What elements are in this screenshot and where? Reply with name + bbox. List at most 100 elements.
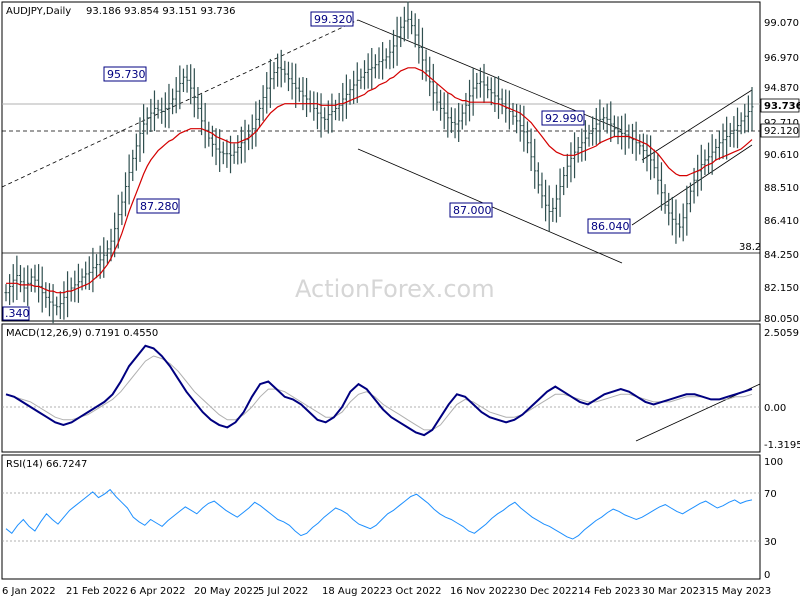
price-bar (515, 103, 519, 134)
price-bar (638, 134, 642, 155)
price-bar (290, 62, 294, 100)
price-bar (124, 172, 128, 217)
price-bar (152, 90, 156, 132)
price-bar (746, 95, 750, 133)
price-bar (750, 87, 754, 132)
price-bar (286, 61, 290, 92)
svg-text:86.040: 86.040 (591, 220, 630, 233)
price-bar (160, 97, 164, 124)
y-tick-label: 99.070 (764, 18, 799, 29)
annotation-92990: 92.990 (541, 110, 585, 126)
price-bar (736, 107, 740, 149)
price-bar (406, 1, 410, 39)
price-bar (261, 85, 265, 121)
price-bar (602, 107, 606, 130)
price-bar (649, 135, 653, 180)
price-bar (326, 100, 330, 134)
price-bar (149, 98, 153, 132)
price-bar (268, 58, 272, 108)
price-bar (667, 192, 671, 226)
price-bar (670, 196, 674, 236)
price-bar (605, 103, 609, 134)
price-bar (413, 13, 417, 48)
price-bar (547, 185, 551, 232)
price-bar (732, 116, 736, 148)
price-bar (62, 281, 66, 320)
price-bar (402, 6, 406, 42)
price-bar (156, 99, 160, 119)
price-bar (131, 149, 135, 182)
price-bar (91, 247, 95, 293)
price-bar (591, 116, 595, 146)
y-tick-label: -1.3195 (764, 440, 800, 451)
y-tick-label: 30 (764, 537, 777, 548)
price-bar (739, 112, 743, 135)
price-bar (486, 76, 490, 99)
price-bar (598, 99, 602, 144)
price-bar (674, 199, 678, 244)
price-bar (522, 105, 526, 152)
price-bar (377, 47, 381, 79)
price-bar (352, 70, 356, 104)
price-bar (189, 64, 193, 105)
price-bar (40, 266, 44, 313)
price-bar (319, 93, 323, 138)
price-header-ohlc: 93.186 93.854 93.151 93.736 (86, 6, 236, 17)
moving-average (6, 67, 753, 294)
price-bar (580, 128, 584, 162)
price-bar (468, 79, 472, 122)
price-bar (44, 282, 48, 308)
price-bar (612, 115, 616, 138)
price-panel (1, 1, 761, 322)
price-bar (475, 72, 479, 99)
svg-text:95.730: 95.730 (107, 68, 146, 81)
y-tick-label: 84.250 (764, 250, 799, 261)
price-bar (457, 102, 461, 142)
price-bar (417, 18, 421, 64)
y-tick-label: 90.610 (764, 150, 799, 161)
price-bar (641, 133, 645, 163)
price-bar (196, 87, 200, 119)
price-bar (464, 92, 468, 126)
price-bar (482, 63, 486, 103)
price-bar (283, 60, 287, 83)
price-bar (145, 107, 149, 135)
price-bar (214, 128, 218, 166)
rsi-y-axis: 100 70 30 0 (764, 457, 783, 581)
rsi-header: RSI(14) 66.7247 (6, 459, 87, 470)
price-bar (525, 121, 529, 154)
annotation-99320: 99.320 (310, 11, 354, 27)
price-bar (623, 113, 627, 155)
price-bar (29, 268, 33, 292)
rsi-line-path (5, 488, 753, 540)
price-bar (699, 144, 703, 191)
watermark: ActionForex.com (295, 275, 495, 303)
price-bar (446, 93, 450, 138)
price-bar (518, 104, 522, 142)
price-bar (743, 103, 747, 134)
price-bar (569, 142, 573, 183)
price-bar (659, 162, 663, 211)
price-bar (236, 135, 240, 165)
price-bar (497, 76, 501, 119)
price-bar (399, 16, 403, 48)
price-bar (442, 92, 446, 130)
price-bar (688, 182, 692, 213)
moving-average-line (6, 67, 753, 294)
price-bar (449, 107, 453, 133)
price-bar (359, 68, 363, 89)
price-bar (55, 296, 59, 316)
price-bar (594, 107, 598, 145)
price-bar (142, 104, 146, 154)
y-tick-label: 86.410 (764, 216, 799, 227)
price-bar (453, 108, 457, 139)
price-y-axis: 99.070 96.970 94.870 92.710 90.610 88.51… (764, 18, 799, 325)
x-tick-label: 5 Jul 2022 (258, 586, 308, 597)
price-bar (301, 77, 305, 111)
price-bar (47, 283, 51, 317)
price-bar (181, 68, 185, 93)
price-bar (105, 240, 109, 264)
price-bar (373, 54, 377, 79)
price-bar (381, 42, 385, 80)
price-bar (330, 93, 334, 133)
